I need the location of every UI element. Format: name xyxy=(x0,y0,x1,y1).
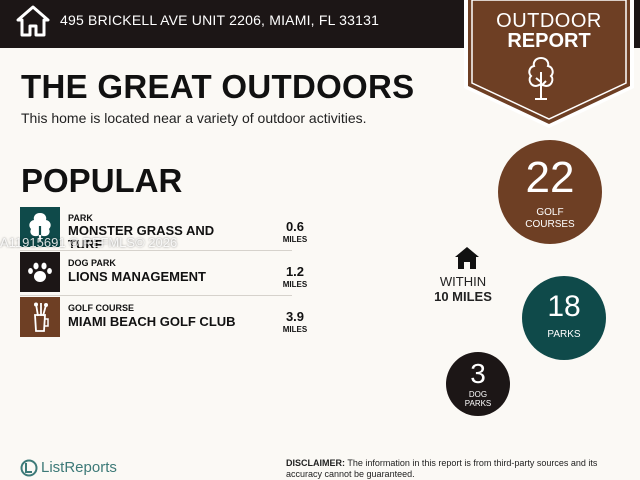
list-item[interactable]: GOLF COURSE MIAMI BEACH GOLF CLUB 3.9 MI… xyxy=(20,297,307,342)
dog-parks-label-2: PARKS xyxy=(464,399,492,408)
listreports-logo-icon xyxy=(20,459,38,477)
list-item[interactable]: PARK MONSTER GRASS AND TURF 0.6 MILES xyxy=(20,207,307,252)
item-category: GOLF COURSE xyxy=(68,303,135,313)
item-distance: 0.6 xyxy=(285,219,305,234)
item-distance-unit: MILES xyxy=(282,325,308,334)
disclaimer-text: The information in this report is from t… xyxy=(286,458,598,479)
within-distance: 10 MILES xyxy=(434,289,492,304)
park-tree-icon xyxy=(20,207,60,247)
parks-count: 18 xyxy=(547,290,581,323)
dog-parks-stat: 3 DOG PARKS xyxy=(446,352,510,416)
house-icon xyxy=(16,5,50,37)
disclaimer-label: DISCLAIMER: xyxy=(286,458,345,468)
item-name: LIONS MANAGEMENT xyxy=(68,269,206,284)
listing-watermark: A11915691 © REFMLS© 2026 xyxy=(0,235,178,250)
badge-line-1: OUTDOOR xyxy=(496,10,602,32)
tree-icon xyxy=(528,56,554,100)
golf-courses-label-1: GOLF xyxy=(536,207,564,218)
disclaimer: DISCLAIMER: The information in this repo… xyxy=(286,458,626,480)
page-title: THE GREAT OUTDOORS xyxy=(21,68,415,105)
golf-bag-icon xyxy=(20,297,60,337)
brand-name: ListReports xyxy=(41,459,117,476)
page-subtitle: This home is located near a variety of o… xyxy=(21,110,367,126)
badge-line-2: REPORT xyxy=(507,30,591,52)
item-distance-unit: MILES xyxy=(282,235,308,244)
popular-list: PARK MONSTER GRASS AND TURF 0.6 MILES DO… xyxy=(20,207,307,342)
item-name: MONSTER GRASS AND TURF xyxy=(68,224,215,248)
golf-courses-label-2: COURSES xyxy=(525,219,575,230)
list-item[interactable]: DOG PARK LIONS MANAGEMENT 1.2 MILES xyxy=(20,252,307,297)
item-distance: 1.2 xyxy=(285,264,305,279)
popular-heading: POPULAR xyxy=(21,162,183,199)
item-category: DOG PARK xyxy=(68,258,116,268)
golf-courses-stat: 22 GOLF COURSES xyxy=(498,140,602,244)
item-distance: 3.9 xyxy=(285,309,305,324)
dog-parks-count: 3 xyxy=(470,358,486,389)
item-distance-unit: MILES xyxy=(282,280,308,289)
parks-stat: 18 PARKS xyxy=(522,276,606,360)
parks-label: PARKS xyxy=(547,329,581,340)
divider xyxy=(20,295,292,296)
item-name: MIAMI BEACH GOLF CLUB xyxy=(68,314,236,329)
item-category: PARK xyxy=(68,213,93,223)
paw-icon xyxy=(20,252,60,292)
golf-courses-count: 22 xyxy=(525,153,575,202)
dog-parks-label-1: DOG xyxy=(468,390,488,399)
property-address: 495 BRICKELL AVE UNIT 2206, MIAMI, FL 33… xyxy=(60,12,380,28)
house-icon xyxy=(455,247,479,269)
within-label: WITHIN xyxy=(439,274,487,289)
divider xyxy=(20,250,292,251)
